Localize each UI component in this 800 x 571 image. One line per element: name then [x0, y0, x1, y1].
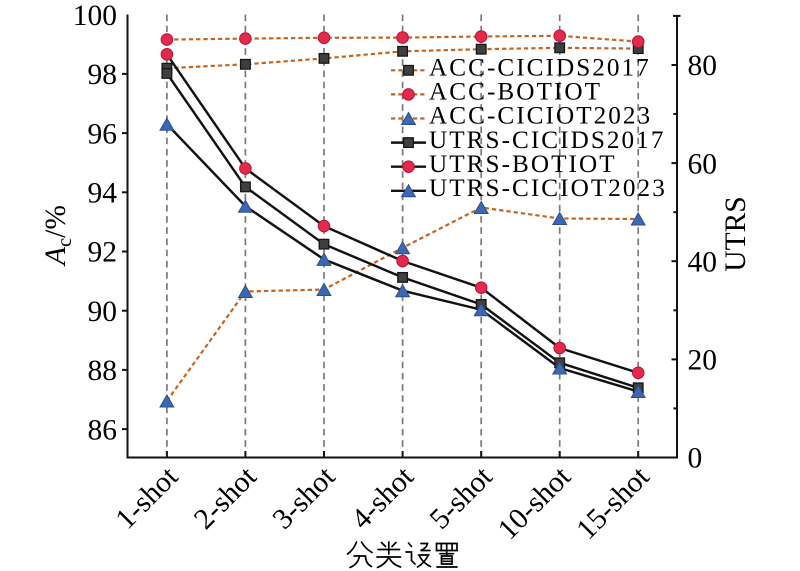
svg-text:Ac/%: Ac/%	[40, 205, 76, 267]
svg-text:UTRS-CICIDS2017: UTRS-CICIDS2017	[429, 127, 665, 154]
svg-text:UTRS: UTRS	[720, 196, 752, 271]
svg-text:UTRS-BOTIOT: UTRS-BOTIOT	[429, 151, 617, 178]
svg-text:20: 20	[688, 345, 718, 377]
svg-text:80: 80	[688, 50, 718, 82]
svg-text:100: 100	[73, 0, 117, 32]
svg-text:94: 94	[88, 178, 118, 210]
svg-text:UTRS-CICIOT2023: UTRS-CICIOT2023	[429, 175, 667, 202]
svg-text:98: 98	[88, 59, 118, 91]
svg-text:ACC-CICIOT2023: ACC-CICIOT2023	[429, 103, 652, 130]
svg-text:ACC-BOTIOT: ACC-BOTIOT	[429, 79, 602, 106]
svg-text:86: 86	[88, 414, 118, 446]
svg-text:90: 90	[88, 296, 118, 328]
svg-text:60: 60	[688, 148, 718, 180]
svg-text:0: 0	[688, 443, 703, 475]
svg-text:40: 40	[688, 246, 718, 278]
svg-text:88: 88	[88, 355, 118, 387]
svg-text:ACC-CICIDS2017: ACC-CICIDS2017	[429, 55, 651, 82]
svg-text:96: 96	[88, 118, 118, 150]
svg-text:92: 92	[88, 237, 118, 269]
